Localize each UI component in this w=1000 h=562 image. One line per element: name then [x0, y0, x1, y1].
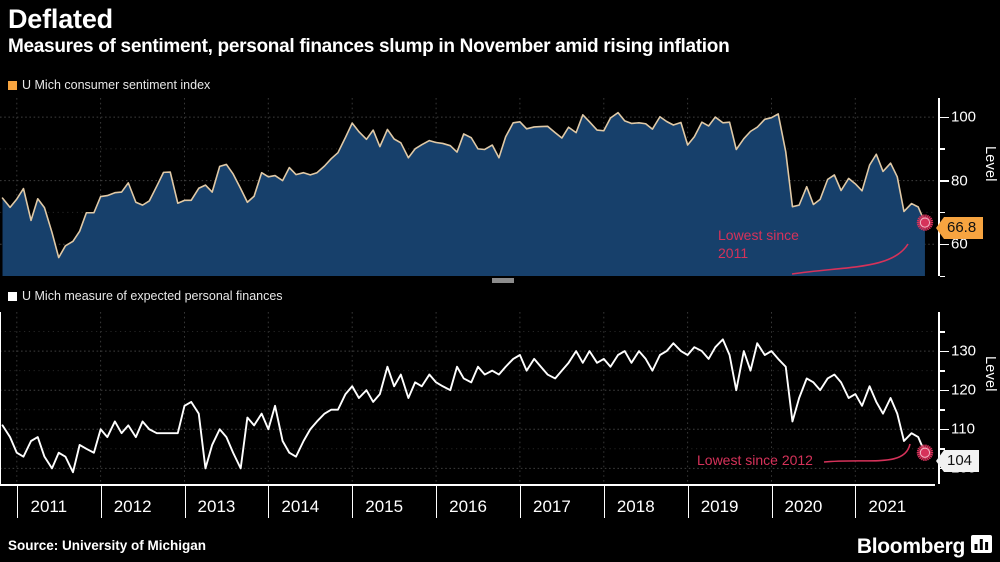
x-axis-spine	[0, 484, 935, 486]
last-value-badge-finances: 104	[936, 450, 980, 472]
y-axis-spine	[938, 98, 940, 276]
x-axis-tick	[771, 486, 773, 518]
x-axis: 2011 2012 2013 2014 2015 2016 2017 2018 2019 2020…	[0, 484, 935, 522]
x-axis-tick-label: 2016	[449, 497, 487, 516]
y-axis-minor-tick	[940, 275, 945, 277]
x-axis-tick	[184, 486, 186, 518]
y-axis-minor-tick	[940, 409, 945, 411]
annotation-sentiment: Lowest since 2011	[718, 227, 799, 261]
x-axis-tick-label: 2020	[784, 497, 823, 516]
y-axis-minor-tick	[940, 148, 945, 150]
footer: Source: University of Michigan Bloomberg	[0, 534, 1000, 562]
annotation-finances: Lowest since 2012	[697, 452, 813, 468]
x-axis-tick	[519, 486, 521, 518]
legend-label-sentiment: U Mich consumer sentiment index	[22, 78, 211, 92]
legend-label-finances: U Mich measure of expected personal fina…	[22, 289, 283, 303]
y-axis-minor-tick	[940, 331, 945, 333]
last-value-badge-sentiment: 66.8	[936, 217, 984, 239]
legend-swatch-icon	[8, 291, 17, 301]
y-axis-sentiment: 60 80 100 Level	[935, 98, 1000, 277]
x-axis-tick	[603, 486, 605, 518]
y-axis-minor-tick	[940, 448, 945, 450]
page-title: Deflated	[8, 4, 113, 34]
y-axis-tick-label: 130	[951, 342, 977, 360]
y-axis-finances: 100110120130Level	[935, 312, 1000, 484]
brand-wordmark: Bloomberg	[856, 534, 965, 558]
y-axis-minor-tick	[940, 370, 945, 372]
finances-line-chart	[0, 312, 935, 484]
y-axis-title: Level	[982, 356, 998, 392]
x-axis-tick-label: 2014	[281, 497, 320, 516]
x-axis-tick	[268, 486, 270, 518]
y-axis-title: Level	[982, 146, 998, 182]
x-axis-tick-label: 2019	[700, 497, 739, 516]
y-axis-tick-label: 60	[951, 235, 968, 253]
x-axis-tick-label: 2017	[532, 497, 571, 516]
x-axis-tick	[436, 486, 438, 518]
page-subtitle: Measures of sentiment, personal finances…	[8, 36, 730, 57]
y-axis-tick-label: 100	[951, 108, 977, 126]
y-axis-major-tick	[940, 350, 949, 353]
y-axis-minor-tick	[940, 211, 945, 214]
y-axis-major-tick	[940, 428, 949, 431]
legend-finances: U Mich measure of expected personal fina…	[8, 289, 283, 303]
y-axis-major-tick	[940, 243, 949, 246]
y-axis-major-tick	[940, 389, 949, 392]
legend-swatch-icon	[8, 80, 17, 90]
source-note: Source: University of Michigan	[8, 538, 207, 553]
x-axis-tick-label: 2015	[365, 497, 404, 516]
x-axis-tick-label: 2011	[30, 497, 68, 516]
x-axis-tick-label: 2018	[616, 497, 655, 516]
x-axis-tick	[100, 486, 102, 518]
y-axis-tick-label: 80	[951, 172, 968, 190]
x-axis-tick-label: 2021	[868, 497, 907, 516]
y-axis-tick-label: 120	[951, 381, 977, 399]
bloomberg-brand: Bloomberg	[857, 534, 992, 559]
chart-panel-finances	[0, 312, 935, 484]
y-axis-tick-label: 110	[951, 420, 975, 438]
chart-panel-sentiment	[0, 98, 935, 276]
header: Deflated Measures of sentiment, personal…	[0, 0, 1000, 70]
bloomberg-terminal-icon	[971, 534, 992, 559]
x-axis-tick	[855, 486, 857, 518]
y-axis-major-tick	[940, 180, 949, 182]
x-axis-tick	[687, 486, 689, 518]
x-axis-tick-label: 2012	[113, 497, 152, 516]
legend-sentiment: U Mich consumer sentiment index	[8, 78, 210, 92]
y-axis-spine	[938, 312, 940, 484]
sentiment-area-chart	[0, 98, 935, 276]
x-axis-tick	[352, 486, 354, 518]
x-axis-tick-label: 2013	[197, 497, 236, 516]
x-axis-tick	[16, 486, 18, 518]
y-axis-major-tick	[940, 116, 949, 119]
horizontal-scroll-nub[interactable]	[492, 278, 514, 283]
